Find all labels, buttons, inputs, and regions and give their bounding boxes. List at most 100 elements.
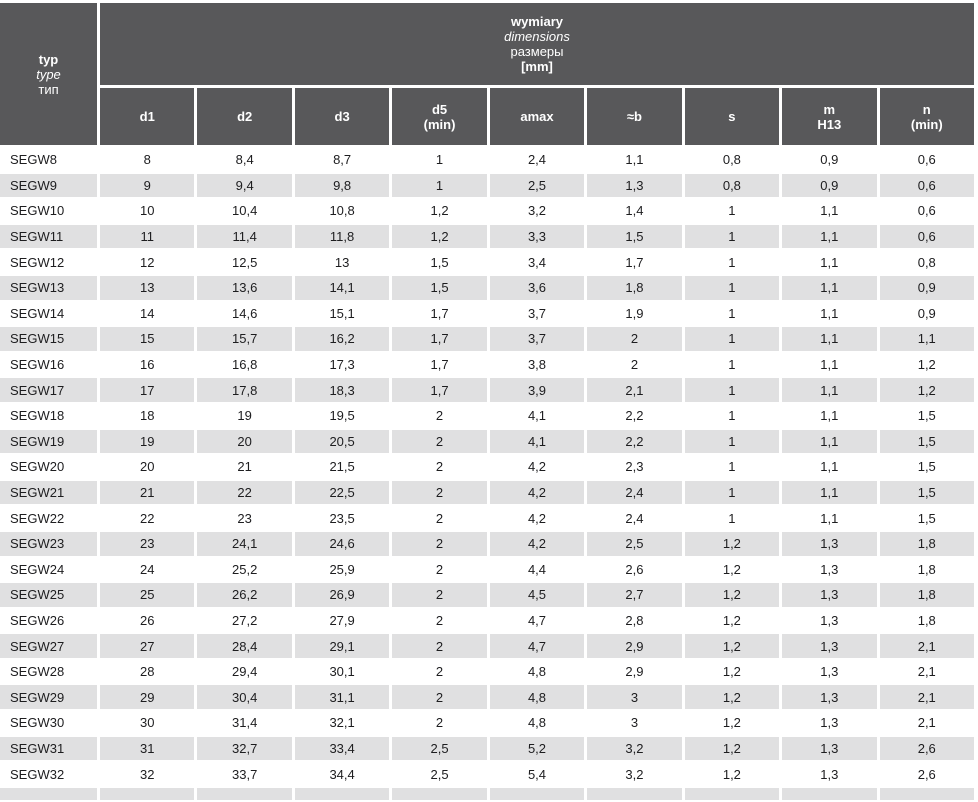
- dimension-cell: 19: [100, 429, 195, 454]
- dimension-cell: 23: [197, 506, 292, 530]
- dimension-cell-empty: [100, 787, 195, 800]
- dimension-cell: 1,2: [684, 711, 780, 735]
- dimension-cell: 32,1: [294, 711, 390, 735]
- dimension-cell: 4,2: [489, 455, 585, 479]
- dimension-cell: 1,2: [684, 634, 780, 658]
- dimension-cell: 13,6: [197, 275, 292, 300]
- dimension-cell: 20: [100, 455, 195, 479]
- table-row: SEGW23 23 24,1 24,6 2 4,2 2,5 1,2 1,3 1,8: [0, 531, 974, 556]
- dimension-cell: 1: [684, 378, 780, 402]
- column-header-label: m: [823, 101, 836, 117]
- dimension-cell: 31,4: [197, 711, 292, 735]
- dimension-cell: 1,1: [782, 199, 877, 223]
- table-row: SEGW27 27 28,4 29,1 2 4,7 2,9 1,2 1,3 2,1: [0, 634, 974, 658]
- row-type-cell: SEGW18: [0, 403, 97, 428]
- row-type-cell: SEGW27: [0, 634, 97, 658]
- dimension-cell: 0,6: [879, 199, 974, 223]
- table-row: SEGW16 16 16,8 17,3 1,7 3,8 2 1 1,1 1,2: [0, 352, 974, 377]
- dimension-cell: 1,3: [782, 685, 877, 710]
- dimension-cell: 1,2: [684, 557, 780, 582]
- row-type-cell: SEGW15: [0, 327, 97, 351]
- dimension-cell: 2,6: [879, 762, 974, 786]
- dimension-cell: 17,8: [197, 378, 292, 402]
- column-header-sublabel: H13: [817, 116, 842, 132]
- table-row: SEGW28 28 29,4 30,1 2 4,8 2,9 1,2 1,3 2,1: [0, 659, 974, 684]
- dimension-cell: 0,9: [879, 275, 974, 300]
- dimension-cell: 26,2: [197, 583, 292, 607]
- dimension-cell: 1,2: [684, 736, 780, 761]
- dimension-cell: 2,5: [489, 173, 585, 198]
- dimension-cell: 21: [197, 455, 292, 479]
- dimension-cell: 3,2: [587, 762, 682, 786]
- dimension-cell: 2: [392, 403, 487, 428]
- dimension-cell: 16: [100, 352, 195, 377]
- dimension-cell: 8,4: [197, 148, 292, 172]
- dimension-cell: 1,8: [879, 608, 974, 633]
- dimension-cell: 5,4: [489, 762, 585, 786]
- dimension-cell: 26: [100, 608, 195, 633]
- dimension-cell: 1,1: [782, 327, 877, 351]
- table-row: SEGW29 29 30,4 31,1 2 4,8 3 1,2 1,3 2,1: [0, 685, 974, 710]
- dimension-cell: 3: [587, 711, 682, 735]
- dimension-cell: 2,2: [587, 403, 682, 428]
- dimension-cell: 26,9: [294, 583, 390, 607]
- dimension-cell: 16,8: [197, 352, 292, 377]
- dimension-cell: 18: [100, 403, 195, 428]
- table-row: SEGW19 19 20 20,5 2 4,1 2,2 1 1,1 1,5: [0, 429, 974, 454]
- dimension-cell: 15,1: [294, 301, 390, 326]
- dimension-cell: 2,1: [879, 711, 974, 735]
- dimension-cell: 1,3: [782, 711, 877, 735]
- dimension-cell: 17,3: [294, 352, 390, 377]
- dimensions-header-unit: [mm]: [521, 59, 553, 74]
- type-column-header: typ type тип: [0, 3, 97, 145]
- dimension-cell: 1,3: [782, 659, 877, 684]
- column-header-sublabel: (min): [423, 116, 456, 132]
- dimension-cell: 15,7: [197, 327, 292, 351]
- dimension-cell: 1,1: [782, 455, 877, 479]
- dimension-cell: 4,7: [489, 608, 585, 633]
- dimension-cell: 2,6: [587, 557, 682, 582]
- dimension-cell: 2,1: [879, 685, 974, 710]
- table-row: SEGW11 11 11,4 11,8 1,2 3,3 1,5 1 1,1 0,6: [0, 224, 974, 249]
- dimension-cell: 2: [392, 557, 487, 582]
- dimension-cell: 3,9: [489, 378, 585, 402]
- dimension-cell: 2: [392, 480, 487, 505]
- row-type-cell: SEGW29: [0, 685, 97, 710]
- dimension-cell: 1,5: [392, 275, 487, 300]
- row-type-cell: SEGW21: [0, 480, 97, 505]
- table-row: SEGW20 20 21 21,5 2 4,2 2,3 1 1,1 1,5: [0, 455, 974, 479]
- dimension-cell-empty: [587, 787, 682, 800]
- column-header-label: d2: [237, 109, 253, 124]
- dimension-cell: 0,9: [782, 148, 877, 172]
- dimension-cell: 0,6: [879, 173, 974, 198]
- dimension-cell: 2,6: [879, 736, 974, 761]
- dimension-cell: 1,5: [879, 455, 974, 479]
- column-header-n: n (min): [879, 88, 974, 145]
- dimension-cell: 5,2: [489, 736, 585, 761]
- dimension-cell: 3,3: [489, 224, 585, 249]
- table-row: SEGW18 18 19 19,5 2 4,1 2,2 1 1,1 1,5: [0, 403, 974, 428]
- dimension-cell: 0,8: [879, 250, 974, 274]
- dimension-cell: 24,1: [197, 531, 292, 556]
- dimension-cell: 1: [392, 173, 487, 198]
- dimension-cell: 1,2: [684, 659, 780, 684]
- dimension-cell: 4,1: [489, 403, 585, 428]
- dimension-cell: 1: [684, 352, 780, 377]
- dimension-cell: 4,2: [489, 506, 585, 530]
- dimension-cell: 1,7: [392, 378, 487, 402]
- row-type-cell: SEGW11: [0, 224, 97, 249]
- column-header-label: d5: [431, 101, 448, 117]
- table-row: SEGW17 17 17,8 18,3 1,7 3,9 2,1 1 1,1 1,2: [0, 378, 974, 402]
- dimension-cell: 29,4: [197, 659, 292, 684]
- dimension-cell: 1: [684, 480, 780, 505]
- dimension-cell: 1: [684, 327, 780, 351]
- column-header-label: d3: [334, 109, 350, 124]
- dimension-cell: 1,5: [392, 250, 487, 274]
- table-row: SEGW30 30 31,4 32,1 2 4,8 3 1,2 1,3 2,1: [0, 711, 974, 735]
- dimension-cell: 21: [100, 480, 195, 505]
- row-type-cell: SEGW14: [0, 301, 97, 326]
- dimension-cell: 23,5: [294, 506, 390, 530]
- table-row: SEGW31 31 32,7 33,4 2,5 5,2 3,2 1,2 1,3 2,6: [0, 736, 974, 761]
- dimension-cell: 1,1: [782, 506, 877, 530]
- dimension-cell: 32,7: [197, 736, 292, 761]
